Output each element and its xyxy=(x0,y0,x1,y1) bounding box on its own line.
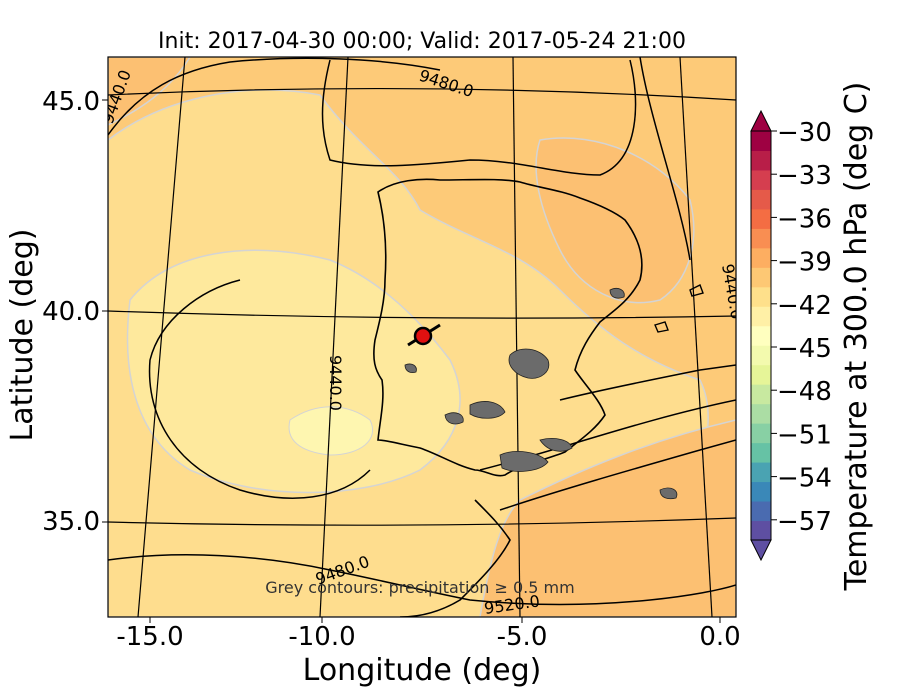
colorbar-tick-label: −45 xyxy=(777,334,832,364)
colorbar-segment xyxy=(751,403,771,424)
y-tick-label: 35.0 xyxy=(42,507,100,537)
colorbar-segment xyxy=(751,442,771,463)
colorbar-tick-label: −39 xyxy=(777,248,832,278)
temperature-region-lighter-2 xyxy=(126,249,461,494)
colorbar-segment xyxy=(751,169,771,190)
colorbar-segment xyxy=(751,228,771,249)
location-marker xyxy=(407,323,441,347)
x-tick-label: -10.0 xyxy=(288,622,355,652)
colorbar-label: Temperature at 300.0 hPa (deg C) xyxy=(839,82,874,592)
colorbar-segment xyxy=(751,501,771,522)
x-tick-label: -5.0 xyxy=(497,622,548,652)
plot-title: Init: 2017-04-30 00:00; Valid: 2017-05-2… xyxy=(158,29,686,54)
colorbar-segment xyxy=(751,267,771,288)
map-frame xyxy=(107,56,737,618)
colorbar-extend-max xyxy=(750,109,772,132)
temperature-region-warm-nw xyxy=(108,57,191,126)
colorbar-tick-label: −51 xyxy=(777,420,832,450)
colorbar-frame xyxy=(750,130,772,541)
graticule xyxy=(108,57,736,617)
colorbar-segment xyxy=(751,364,771,385)
x-axis: -15.0 -10.0 -5.0 0.0 Longitude (deg) xyxy=(116,617,741,688)
precipitation-patches xyxy=(404,288,678,500)
african-coastline xyxy=(399,499,511,617)
colorbar-segment xyxy=(751,189,771,210)
y-tick-label: 40.0 xyxy=(42,297,100,327)
y-axis: 45.0 40.0 35.0 Latitude (deg) xyxy=(5,87,108,537)
precipitation-note: Grey contours: precipitation ≥ 0.5 mm xyxy=(265,578,574,597)
temperature-region-warm-ne xyxy=(535,137,695,304)
colorbar-segment xyxy=(751,481,771,502)
colorbar-tick-label: −48 xyxy=(777,377,832,407)
colorbar-tick-label: −30 xyxy=(777,118,832,148)
colorbar-segment xyxy=(751,520,771,541)
colorbar-segment xyxy=(751,384,771,405)
y-tick-label: 45.0 xyxy=(42,87,100,117)
map-area: 9480.0 9480.0 9440.0 9440.0 9520.0 9440.… xyxy=(108,57,736,617)
contour-label: 9440.0 xyxy=(326,355,345,411)
colorbar-tick-label: −36 xyxy=(777,204,832,234)
x-tick-label: 0.0 xyxy=(699,622,740,652)
colorbar-segment xyxy=(751,325,771,346)
colorbar-tick-label: −33 xyxy=(777,161,832,191)
x-tick-label: -15.0 xyxy=(116,622,183,652)
iberian-coastline xyxy=(373,178,643,477)
colorbar-segment xyxy=(751,150,771,171)
balearic-coast xyxy=(654,284,704,333)
colorbar-tick-label: −57 xyxy=(777,507,832,537)
colorbar-segment xyxy=(751,306,771,327)
colorbar-segment xyxy=(751,286,771,307)
colorbar: −30 −33 −36 −39 −42 −45 −48 −51 −54 −57 xyxy=(750,109,832,562)
colorbar-tick-label: −54 xyxy=(777,464,832,494)
colorbar-segment xyxy=(751,131,771,151)
colorbar-extend-min xyxy=(750,539,772,562)
colorbar-tick-label: −42 xyxy=(777,291,832,321)
marker-dot xyxy=(413,326,433,346)
x-axis-label: Longitude (deg) xyxy=(303,653,542,688)
colorbar-segment xyxy=(751,247,771,268)
colorbar-segment xyxy=(751,423,771,444)
colorbar-segment xyxy=(751,462,771,483)
colorbar-segment xyxy=(751,345,771,366)
y-axis-label: Latitude (deg) xyxy=(5,229,40,442)
colorbar-segment xyxy=(751,208,771,229)
